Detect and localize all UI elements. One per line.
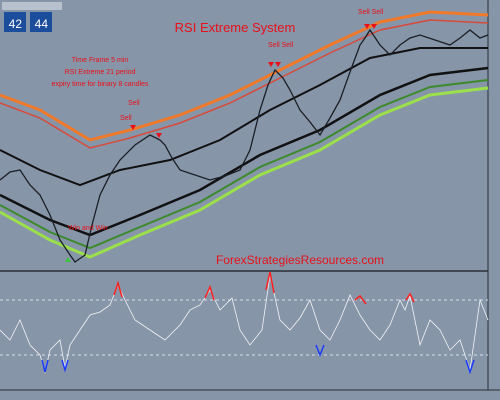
oversold-marks <box>41 344 475 375</box>
sell-box <box>4 12 26 32</box>
price-line <box>0 28 489 263</box>
signal-label: Sell Sell <box>358 9 384 16</box>
note: expiry time for binary 8 candles <box>52 81 149 88</box>
buy-arrow <box>65 257 71 262</box>
upper-band-outer <box>0 10 489 142</box>
middle-line-lower <box>0 66 489 237</box>
symbol-info <box>2 2 62 10</box>
lower-band-inner <box>0 79 489 250</box>
sell-price: 42 <box>9 17 23 31</box>
rsi-line <box>0 274 489 374</box>
buy-box <box>30 12 52 32</box>
chart-title: RSI Extreme System <box>175 20 296 35</box>
signal-label: Sell <box>128 100 140 107</box>
overbought-marks <box>113 271 415 305</box>
note: RSI Extreme 21 period <box>65 69 136 76</box>
upper-band-inner <box>0 19 489 149</box>
watermark: ForexStrategiesResources.com <box>216 253 384 267</box>
signal-label: Win and Win <box>68 225 108 232</box>
note: Time Frame 5 min <box>72 57 129 64</box>
signal-label: Sell <box>120 115 132 122</box>
middle-line-upper <box>0 47 488 187</box>
lower-band-outer <box>0 86 489 259</box>
buy-price: 44 <box>35 17 49 31</box>
signal-label: Sell Sell <box>268 42 294 49</box>
